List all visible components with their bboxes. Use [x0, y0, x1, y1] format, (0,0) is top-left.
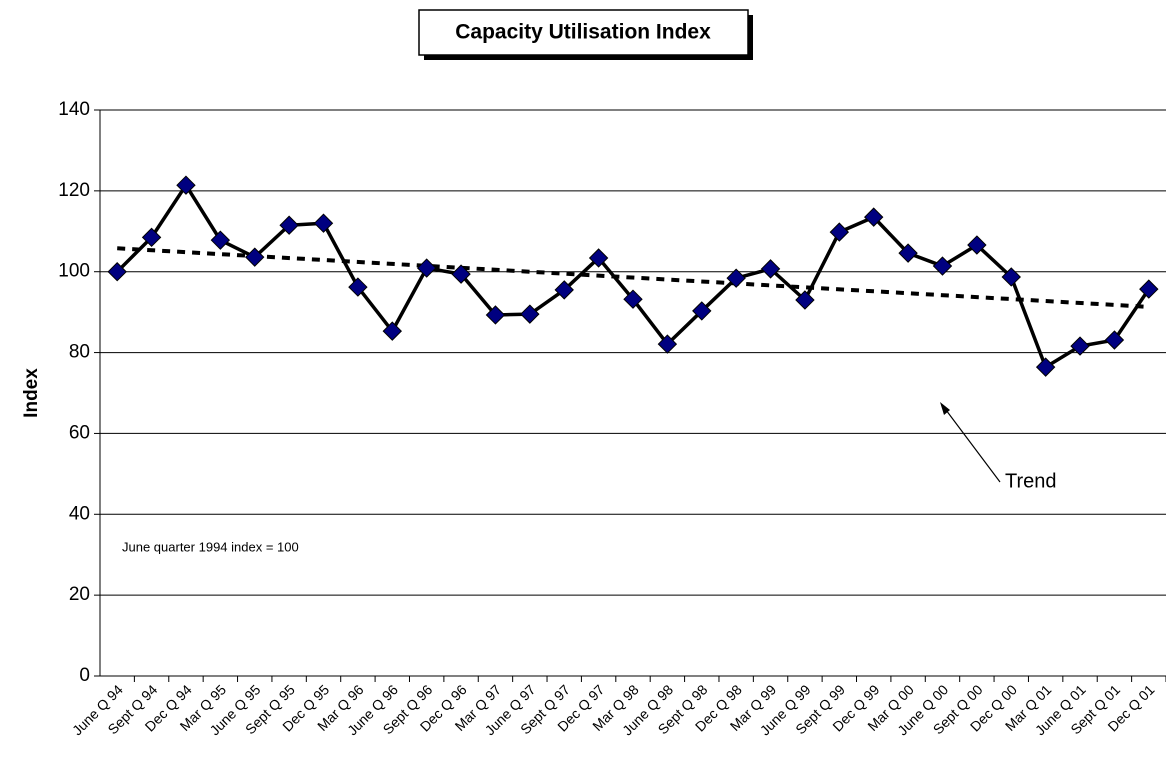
y-tick-label: 60 — [69, 422, 90, 443]
data-point — [588, 248, 609, 268]
data-point — [932, 256, 953, 276]
trend-line — [117, 246, 1149, 309]
y-axis-label: Index — [21, 368, 42, 418]
title-box — [418, 9, 749, 56]
y-tick-label: 40 — [69, 503, 90, 524]
data-point — [760, 259, 781, 279]
trend-arrow — [942, 405, 1001, 483]
data-point — [623, 289, 643, 309]
data-point — [210, 230, 231, 250]
data-point — [1035, 357, 1056, 377]
data-point — [967, 235, 987, 255]
data-point — [107, 262, 127, 282]
trend-arrowhead — [940, 402, 950, 415]
data-point — [692, 301, 712, 321]
data-point — [795, 290, 815, 310]
y-tick-label: 80 — [69, 342, 90, 363]
data-point — [1104, 330, 1125, 350]
data-point — [1139, 279, 1159, 299]
data-point — [1001, 267, 1021, 287]
data-point — [898, 243, 918, 263]
data-point — [451, 264, 471, 284]
data-point — [416, 258, 437, 278]
data-point — [726, 268, 746, 288]
data-point — [554, 280, 574, 300]
y-tick-label: 0 — [79, 665, 90, 686]
y-tick-label: 120 — [58, 180, 90, 201]
data-point — [245, 247, 265, 267]
data-point — [176, 175, 196, 195]
y-tick-label: 20 — [69, 584, 90, 605]
data-point — [864, 207, 884, 227]
data-point — [279, 215, 299, 235]
data-point — [1070, 336, 1090, 356]
annotation: June quarter 1994 index = 100 — [122, 539, 299, 554]
data-point — [657, 334, 678, 354]
data-point — [829, 222, 850, 242]
data-point — [382, 321, 402, 341]
y-tick-label: 140 — [58, 99, 90, 120]
trend-label: Trend — [1005, 470, 1057, 492]
data-point — [520, 304, 540, 324]
data-point — [313, 213, 334, 233]
data-point — [485, 305, 506, 325]
data-point — [141, 227, 162, 248]
chart-title: Capacity Utilisation Index — [455, 21, 711, 44]
data-point — [348, 277, 368, 297]
y-tick-label: 100 — [58, 261, 90, 282]
